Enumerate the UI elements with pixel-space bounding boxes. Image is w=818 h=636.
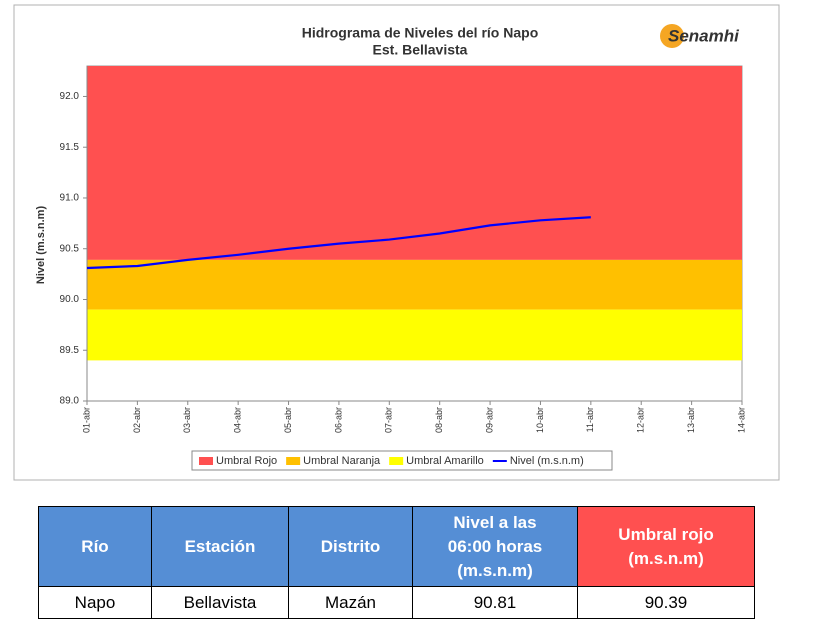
x-tick-label: 09-abr: [484, 407, 494, 433]
x-tick-label: 03-abr: [182, 407, 192, 433]
y-tick-label: 90.5: [60, 243, 80, 254]
chart-title: Hidrograma de Niveles del río Napo: [302, 25, 539, 41]
header-cell: Estación: [151, 506, 289, 587]
x-tick-label: 12-abr: [636, 407, 646, 433]
cell: 90.81: [412, 586, 578, 619]
y-tick-label: 92.0: [60, 91, 80, 102]
header-cell: Umbral rojo (m.s.n.m): [577, 506, 755, 587]
legend-swatch: [199, 457, 213, 465]
data-table: Río Estación Distrito Nivel a las 06:00 …: [38, 506, 755, 619]
x-tick-label: 05-abr: [283, 407, 293, 433]
header-text: Umbral rojo (m.s.n.m): [618, 524, 714, 568]
y-tick-label: 90.0: [60, 294, 80, 305]
cell: Mazán: [288, 586, 413, 619]
legend-label: Umbral Amarillo: [406, 455, 484, 467]
y-tick-label: 89.5: [60, 345, 80, 356]
x-tick-label: 01-abr: [81, 407, 91, 433]
legend-swatch: [286, 457, 301, 465]
header-cell: Distrito: [288, 506, 413, 587]
logo-sun: [660, 24, 684, 48]
x-tick-label: 13-abr: [686, 407, 696, 433]
legend-label: Umbral Naranja: [303, 455, 381, 467]
y-axis-label: Nivel (m.s.n.m): [35, 206, 47, 285]
header-cell: Río: [38, 506, 152, 587]
x-tick-label: 14-abr: [736, 407, 746, 433]
y-tick-label: 91.0: [60, 193, 80, 204]
x-tick-label: 02-abr: [132, 407, 142, 433]
header-cell: Nivel a las 06:00 horas (m.s.n.m): [412, 506, 578, 587]
x-tick-label: 04-abr: [233, 407, 243, 433]
legend-swatch: [389, 457, 404, 465]
header-text: Nivel a las 06:00 horas (m.s.n.m): [447, 512, 543, 580]
chart-subtitle: Est. Bellavista: [373, 42, 468, 58]
series-line: [86, 216, 591, 270]
cell: Bellavista: [151, 586, 289, 619]
x-tick-label: 11-abr: [585, 407, 595, 432]
cell: Napo: [38, 586, 152, 619]
threshold-band: [87, 309, 742, 361]
legend-label: Nivel (m.s.n.m): [510, 455, 584, 467]
threshold-band: [87, 66, 742, 260]
x-tick-label: 06-abr: [333, 407, 343, 433]
legend-label: Umbral Rojo: [216, 455, 277, 467]
threshold-band: [87, 259, 742, 310]
chart: Hidrograma de Niveles del río Napo Est. …: [13, 4, 780, 481]
x-tick-label: 10-abr: [535, 407, 545, 433]
cell: 90.39: [577, 586, 755, 619]
x-tick-label: 07-abr: [384, 407, 394, 433]
y-tick-label: 91.5: [60, 142, 80, 153]
y-tick-label: 89.0: [60, 396, 80, 407]
logo: Senamhi: [668, 26, 740, 45]
x-tick-label: 08-abr: [434, 407, 444, 433]
